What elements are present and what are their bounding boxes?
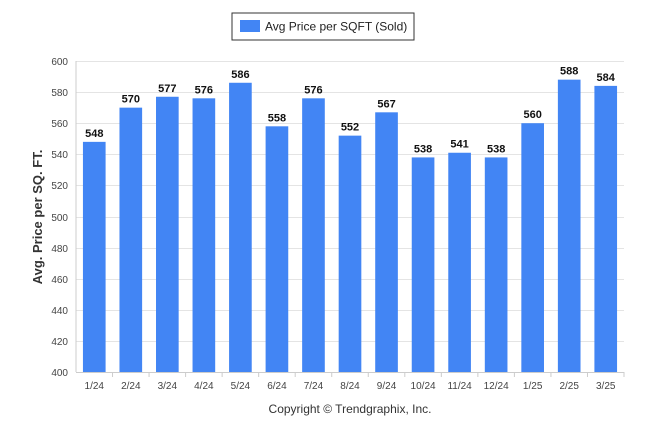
bar bbox=[192, 98, 216, 372]
data-label: 567 bbox=[377, 98, 395, 110]
x-tick-label: 3/25 bbox=[596, 381, 616, 392]
x-tick-label: 9/24 bbox=[377, 381, 397, 392]
y-tick-label: 420 bbox=[51, 337, 68, 348]
bar bbox=[448, 152, 471, 372]
y-tick-label: 480 bbox=[51, 244, 68, 255]
x-tick-label: 1/25 bbox=[523, 381, 543, 392]
bar bbox=[265, 126, 289, 372]
x-tick-label: 7/24 bbox=[304, 381, 324, 392]
data-label: 560 bbox=[523, 109, 541, 121]
x-tick-label: 6/24 bbox=[267, 381, 287, 392]
x-tick-label: 11/24 bbox=[447, 381, 472, 392]
y-tick-label: 540 bbox=[51, 150, 68, 161]
bar bbox=[82, 141, 106, 372]
x-tick-label: 1/24 bbox=[85, 381, 105, 392]
y-tick-label: 580 bbox=[51, 88, 68, 99]
x-tick-label: 10/24 bbox=[411, 381, 436, 392]
data-label: 577 bbox=[158, 83, 176, 95]
data-label: 538 bbox=[487, 143, 505, 155]
x-tick-label: 2/24 bbox=[121, 381, 141, 392]
data-labels: 548 570 577 576 586 558 576 552 567 538 541 538 560 5… bbox=[85, 66, 616, 156]
y-tick-label: 600 bbox=[51, 57, 68, 68]
y-axis-label: Avg. Price per SQ. FT. bbox=[30, 150, 45, 285]
data-label: 586 bbox=[231, 69, 249, 81]
y-tick-label: 460 bbox=[51, 275, 68, 286]
bar bbox=[338, 135, 362, 372]
data-label: 541 bbox=[450, 139, 468, 151]
legend: Avg Price per SQFT (Sold) bbox=[231, 12, 415, 41]
bar bbox=[229, 82, 252, 373]
bar bbox=[484, 157, 508, 372]
x-tick-label: 3/24 bbox=[158, 381, 178, 392]
data-label: 570 bbox=[122, 94, 140, 106]
bar bbox=[119, 107, 143, 373]
data-label: 576 bbox=[195, 84, 213, 96]
legend-label: Avg Price per SQFT (Sold) bbox=[265, 20, 407, 34]
y-axis-ticks: 400 420 440 460 480 500 520 540 560 580 600 bbox=[51, 57, 68, 379]
copyright-footer: Copyright © Trendgraphix, Inc. bbox=[269, 402, 432, 416]
y-tick-label: 560 bbox=[51, 119, 68, 130]
bar bbox=[521, 123, 544, 372]
data-label: 552 bbox=[341, 122, 359, 134]
bar bbox=[375, 112, 398, 372]
x-tick-label: 12/24 bbox=[484, 381, 509, 392]
x-tick-label: 4/24 bbox=[194, 381, 214, 392]
bar bbox=[594, 85, 618, 372]
x-tick-label: 5/24 bbox=[231, 381, 251, 392]
x-tick-label: 2/25 bbox=[559, 381, 579, 392]
bar bbox=[557, 79, 581, 372]
y-tick-label: 520 bbox=[51, 181, 68, 192]
legend-box bbox=[231, 12, 415, 41]
data-label: 584 bbox=[597, 72, 616, 84]
y-tick-label: 440 bbox=[51, 306, 68, 317]
data-label: 576 bbox=[304, 84, 322, 96]
bar bbox=[302, 98, 325, 372]
y-tick-label: 400 bbox=[51, 368, 68, 379]
legend-swatch bbox=[240, 20, 260, 32]
x-axis-ticks: 1/24 2/24 3/24 4/24 5/24 6/24 7/24 8/24 9/24 10/2… bbox=[76, 372, 625, 392]
data-label: 548 bbox=[85, 128, 103, 140]
y-tick-label: 500 bbox=[51, 213, 68, 224]
data-label: 558 bbox=[268, 112, 286, 124]
bar bbox=[411, 157, 435, 372]
data-label: 588 bbox=[560, 66, 578, 78]
data-label: 538 bbox=[414, 143, 432, 155]
bars bbox=[82, 79, 618, 373]
x-tick-label: 8/24 bbox=[340, 381, 360, 392]
bar bbox=[156, 96, 179, 372]
